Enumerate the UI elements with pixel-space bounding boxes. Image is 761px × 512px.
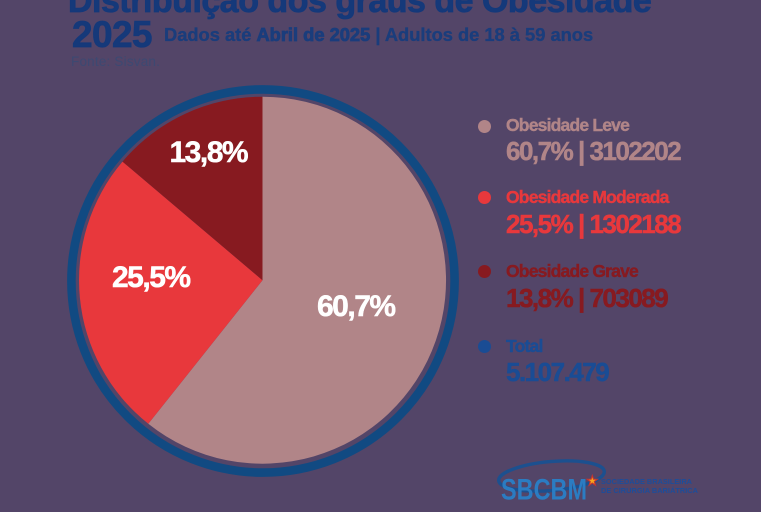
svg-text:SBCBM: SBCBM [501,474,587,507]
svg-text:DE CIRURGIA BARIÁTRICA: DE CIRURGIA BARIÁTRICA [601,486,699,495]
svg-text:SOCIEDADE BRASILEIRA: SOCIEDADE BRASILEIRA [601,477,692,486]
